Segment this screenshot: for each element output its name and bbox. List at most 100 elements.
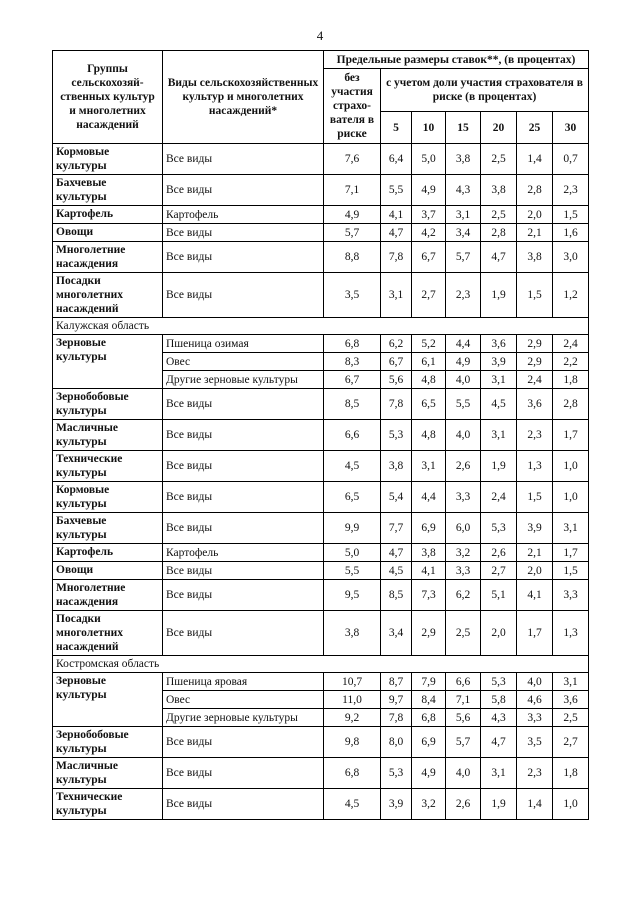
header-group: Группы сельскохозяй-ственных культур и м…	[52, 50, 163, 144]
rate-cell: 3,6	[516, 388, 553, 420]
rate-cell: 2,3	[551, 174, 590, 206]
rate-cell: 3,8	[380, 450, 412, 482]
data-row: Овощи Все виды 5,5 4,5 4,1 3,3 2,7 2,0 1,5	[52, 561, 590, 580]
data-row: Масличные культуры Все виды 6,8 5,3 4,9 4,0 3,…	[52, 757, 590, 789]
data-row: Технические культуры Все виды 4,5 3,9 3,2 2,6…	[52, 788, 590, 820]
rate-cell: 0,7	[551, 143, 590, 175]
rate-cell: 4,9	[411, 174, 446, 206]
page-number: 4	[316, 28, 324, 43]
rate-cell: 8,5	[323, 388, 381, 420]
rate-cell: 2,1	[516, 543, 553, 562]
rate-cell: 2,2	[551, 352, 590, 371]
group-cell: Посадки многолетних насаждений	[52, 610, 163, 656]
data-row: Посадки многолетних насаждений Все виды 3,…	[52, 272, 590, 318]
rate-cell: 3,6	[551, 690, 590, 709]
kind-cell: Овес	[162, 690, 324, 709]
rate-cell: 2,4	[480, 481, 517, 513]
rate-cell: 3,1	[411, 450, 446, 482]
rate-cell: 5,7	[445, 726, 481, 758]
data-row: Многолетние насаждения Все виды 8,8 7,8 6,7 5…	[52, 241, 590, 273]
rate-cell: 8,0	[380, 726, 412, 758]
group-cell: Бахчевые культуры	[52, 512, 163, 544]
rate-cell: 2,6	[445, 450, 481, 482]
kind-cell: Другие зерновые культуры	[162, 370, 324, 389]
rate-cell: 5,2	[411, 334, 446, 353]
data-row: Другие зерновые культуры 9,2 7,8 6,8 5,6 4,3 3…	[53, 708, 590, 727]
rate-cell: 4,7	[380, 223, 412, 242]
section-title: Калужская область	[51, 317, 590, 335]
rate-cell: 9,8	[323, 726, 381, 758]
rate-cell: 1,5	[516, 272, 553, 318]
kind-cell: Все виды	[162, 512, 324, 544]
rate-cell: 2,3	[516, 757, 553, 789]
header-without: без участия страхо-вателя в риске	[323, 68, 381, 144]
rate-cell: 3,2	[445, 543, 481, 562]
rate-cell: 3,6	[480, 334, 517, 353]
kind-cell: Все виды	[162, 241, 324, 273]
rate-cell: 4,0	[445, 419, 481, 451]
data-row: Зерновые культуры Пшеница озимая 6,8 6,2 5,2…	[52, 334, 590, 389]
rate-cell: 1,9	[480, 788, 517, 820]
kind-cell: Все виды	[162, 272, 324, 318]
rate-cell: 5,1	[480, 579, 517, 611]
group-cell: Многолетние насаждения	[52, 579, 163, 611]
group-cell: Картофель	[52, 543, 163, 562]
rate-cell: 6,6	[323, 419, 381, 451]
rate-cell: 4,5	[380, 561, 412, 580]
data-row: Многолетние насаждения Все виды 9,5 8,5 7,3 6…	[52, 579, 590, 611]
rate-cell: 5,4	[380, 481, 412, 513]
rate-cell: 1,4	[516, 143, 553, 175]
group-cell: Кормовые культуры	[52, 143, 163, 175]
rate-cell: 4,0	[445, 370, 481, 389]
rate-cell: 2,4	[551, 334, 590, 353]
rate-cell: 2,3	[445, 272, 481, 318]
rate-cell: 2,7	[480, 561, 517, 580]
rate-cell: 7,6	[323, 143, 381, 175]
data-row: Масличные культуры Все виды 6,6 5,3 4,8 4,0 3,…	[52, 419, 590, 451]
rate-cell: 6,5	[411, 388, 446, 420]
rate-cell: 7,7	[380, 512, 412, 544]
rate-cell: 3,9	[480, 352, 517, 371]
rate-cell: 3,8	[480, 174, 517, 206]
rate-cell: 4,5	[323, 450, 381, 482]
group-cell: Зерновые культуры	[52, 334, 163, 389]
rate-cell: 3,5	[323, 272, 381, 318]
rate-cell: 4,4	[411, 481, 446, 513]
rate-cell: 4,8	[411, 419, 446, 451]
rate-cell: 5,7	[323, 223, 381, 242]
kind-cell: Пшеница озимая	[162, 334, 324, 353]
rate-cell: 4,1	[516, 579, 553, 611]
kind-cell: Все виды	[162, 726, 324, 758]
kind-cell: Овес	[162, 352, 324, 371]
rate-cell: 6,4	[380, 143, 412, 175]
kind-cell: Все виды	[162, 561, 324, 580]
rate-cell: 1,5	[551, 205, 590, 224]
rate-cell: 2,0	[480, 610, 517, 656]
rate-cell: 9,2	[323, 708, 381, 727]
header-kind: Виды сельскохозяйственных культур и мног…	[162, 50, 324, 144]
header-share: 25	[516, 111, 553, 144]
rate-cell: 1,9	[480, 450, 517, 482]
rate-cell: 4,3	[480, 708, 517, 727]
data-row: Технические культуры Все виды 4,5 3,8 3,1 2,6…	[52, 450, 590, 482]
header-limits: Предельные размеры ставок**, (в процента…	[322, 50, 590, 69]
rate-cell: 3,3	[445, 481, 481, 513]
rate-cell: 6,8	[323, 757, 381, 789]
kind-cell: Все виды	[162, 481, 324, 513]
data-row: Зернобобовые культуры Все виды 9,8 8,0 6,9 5,…	[52, 726, 590, 758]
kind-cell: Все виды	[162, 419, 324, 451]
rate-cell: 2,8	[480, 223, 517, 242]
rate-cell: 1,7	[516, 610, 553, 656]
rate-cell: 6,7	[411, 241, 446, 273]
group-cell: Зерновые культуры	[52, 672, 163, 727]
rate-cell: 3,1	[480, 419, 517, 451]
data-row: Кормовые культуры Все виды 6,5 5,4 4,4 3,3 2,4…	[52, 481, 590, 513]
rate-cell: 4,0	[516, 672, 553, 691]
group-cell: Масличные культуры	[52, 757, 163, 789]
rate-cell: 4,2	[411, 223, 446, 242]
rate-cell: 7,8	[380, 241, 412, 273]
rate-cell: 6,7	[380, 352, 412, 371]
rate-cell: 6,8	[323, 334, 381, 353]
header-share: 30	[551, 111, 590, 144]
